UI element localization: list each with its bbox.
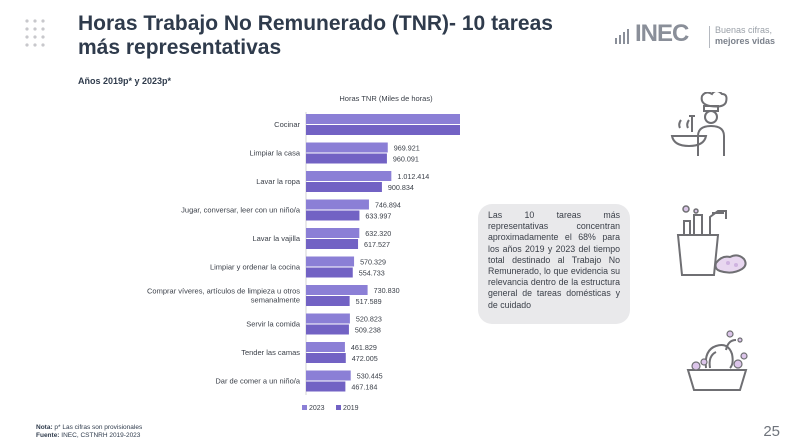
data-label-2019: 517.589 [356, 297, 382, 306]
data-label-2023: 461.829 [351, 343, 377, 352]
bar-2023 [306, 142, 388, 153]
logo-separator [709, 26, 710, 48]
note-label: Nota: [36, 424, 53, 431]
source-text: INEC, CSTNRH 2019-2023 [61, 432, 141, 439]
bar-2019 [306, 239, 359, 249]
data-label-2023: 520.823 [356, 315, 382, 324]
bar-2019 [306, 353, 346, 363]
data-label-2019: 633.997 [365, 212, 391, 221]
category-label: Tender las camas [241, 348, 300, 357]
category-label: Dar de comer a un niño/a [215, 377, 300, 386]
bar-2023 [306, 114, 460, 124]
bar-2023 [306, 313, 350, 324]
category-label: Limpiar la casa [250, 149, 301, 158]
category-label: Limpiar y ordenar la cocina [210, 263, 301, 272]
logo-tagline-1: Buenas cifras, [715, 25, 773, 35]
page-subtitle: Años 2019p* y 2023p* [78, 76, 172, 86]
category-label: Lavar la vajilla [252, 234, 300, 243]
data-label-2023: 746.894 [375, 201, 401, 210]
data-label-2023: 570.329 [360, 258, 386, 267]
category-label: Cocinar [274, 120, 300, 129]
note-text: p* Las cifras son provisionales [54, 424, 143, 431]
logo-tagline-2: mejores vidas [715, 36, 776, 46]
cooking-chef-icon [670, 92, 728, 156]
data-label-2023: 730.830 [374, 286, 400, 295]
bar-2019 [306, 296, 350, 306]
data-label-2023: 632.320 [365, 229, 391, 238]
bar-2019 [306, 381, 346, 392]
logo-bars-icon [615, 29, 629, 44]
cleaning-supplies-icon [676, 205, 747, 276]
logo-wordmark: INEC [635, 20, 689, 47]
legend-label-2023: 2023 [309, 405, 325, 412]
washing-clothes-icon [686, 330, 748, 391]
data-label-2019: 960.091 [393, 155, 419, 164]
bar-2023 [306, 285, 368, 295]
bar-2023 [306, 370, 351, 381]
bar-2023 [306, 256, 355, 267]
summary-textbox: Las 10 tareas más representativas concen… [478, 204, 630, 324]
data-label-2023: 1.012.414 [397, 172, 429, 181]
data-label-2019: 472.005 [352, 354, 378, 363]
data-label-2019: 467.184 [351, 383, 377, 392]
bar-2023 [306, 199, 369, 210]
data-label-2019: 554.733 [359, 269, 385, 278]
data-label-2023: 530.445 [357, 372, 383, 381]
bar-2023 [306, 228, 360, 238]
summary-text: Las 10 tareas más representativas concen… [488, 210, 620, 310]
bar-2023 [306, 342, 345, 352]
legend-label-2019: 2019 [343, 405, 359, 412]
data-label-2019: 509.238 [355, 326, 381, 335]
legend-swatch-2023 [302, 405, 307, 410]
category-label: Jugar, conversar, leer con un niño/a [181, 206, 301, 215]
category-label: Servir la comida [246, 320, 301, 329]
logo-tagline: Buenas cifras, mejores vidas [715, 25, 775, 47]
legend-swatch-2019 [336, 405, 341, 410]
footnotes: Nota: p* Las cifras son provisionales Fu… [36, 424, 142, 440]
category-label: Comprar víveres, artículos de limpieza u… [147, 287, 300, 296]
bar-2019 [306, 210, 360, 221]
data-label-2023: 969.921 [394, 144, 420, 153]
inec-logo: INEC Buenas cifras, mejores vidas [615, 20, 785, 50]
page-number: 25 [763, 423, 780, 440]
bar-2023 [306, 171, 392, 181]
page-title: Horas Trabajo No Remunerado (TNR)- 10 ta… [78, 12, 553, 59]
data-label-2019: 900.834 [388, 183, 414, 192]
bar-2019 [306, 324, 349, 335]
bar-2019 [306, 267, 353, 278]
category-label: semanalmente [251, 296, 300, 305]
data-label-2019: 617.527 [364, 240, 390, 249]
bar-2019 [306, 153, 387, 164]
category-label: Lavar la ropa [256, 177, 301, 186]
source-label: Fuente: [36, 432, 60, 439]
bar-2019 [306, 182, 382, 192]
dots-decoration-icon [25, 19, 45, 47]
bar-chart: Horas TNR (Miles de horas)Cocinar2.733.3… [147, 94, 460, 412]
bar-2019 [306, 125, 460, 135]
chart-title: Horas TNR (Miles de horas) [339, 94, 433, 103]
